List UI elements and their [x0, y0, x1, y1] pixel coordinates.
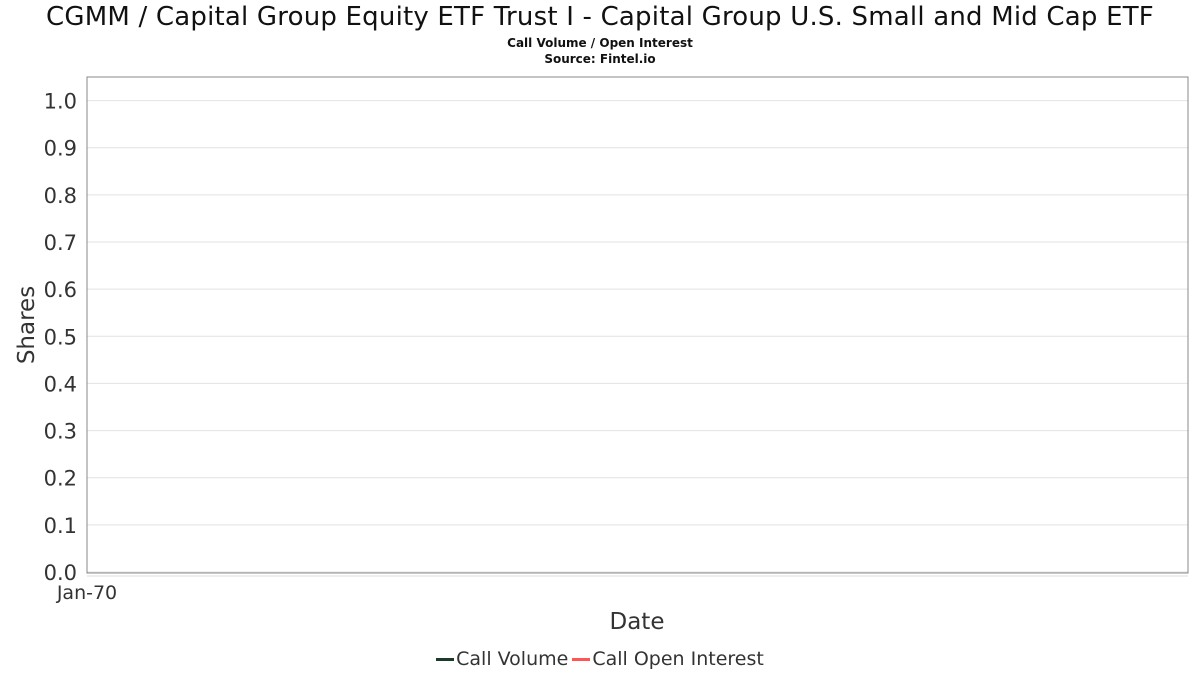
y-tick-label: 0.6: [44, 278, 77, 302]
chart-source: Source: Fintel.io: [544, 52, 656, 66]
legend-swatch-call-volume: [436, 657, 455, 661]
legend-label-call-volume: Call Volume: [456, 648, 569, 670]
y-tick-label: 0.0: [44, 561, 77, 585]
y-tick-label: 0.8: [44, 184, 77, 208]
x-axis: Jan-70: [56, 575, 1188, 604]
y-tick-label: 0.2: [44, 467, 77, 491]
y-tick-label: 0.9: [44, 137, 77, 161]
y-tick-label: 0.7: [44, 231, 77, 255]
x-tick-label: Jan-70: [56, 582, 117, 604]
y-axis-label: Shares: [14, 286, 40, 364]
y-tick-label: 0.3: [44, 420, 77, 444]
legend-item-call-open-interest[interactable]: Call Open Interest: [572, 648, 764, 670]
chart-title: CGMM / Capital Group Equity ETF Trust I …: [46, 2, 1154, 32]
legend-item-call-volume[interactable]: Call Volume: [436, 648, 568, 670]
chart-subtitle: Call Volume / Open Interest: [507, 36, 693, 50]
y-tick-label: 0.5: [44, 325, 77, 349]
legend-swatch-call-open-interest: [572, 657, 591, 661]
y-tick-label: 0.4: [44, 372, 77, 396]
legend-label-call-open-interest: Call Open Interest: [592, 648, 764, 670]
plot-area-border: [86, 76, 1189, 574]
y-tick-label: 0.1: [44, 514, 77, 538]
y-tick-label: 1.0: [44, 90, 77, 114]
legend: Call Volume Call Open Interest: [0, 648, 1200, 670]
y-axis: 0.0 0.1 0.2 0.3 0.4 0.5 0.6 0.7 0.8 0.9 1.0: [44, 90, 77, 585]
gridlines: [87, 100, 1188, 573]
x-axis-label: Date: [610, 609, 665, 635]
